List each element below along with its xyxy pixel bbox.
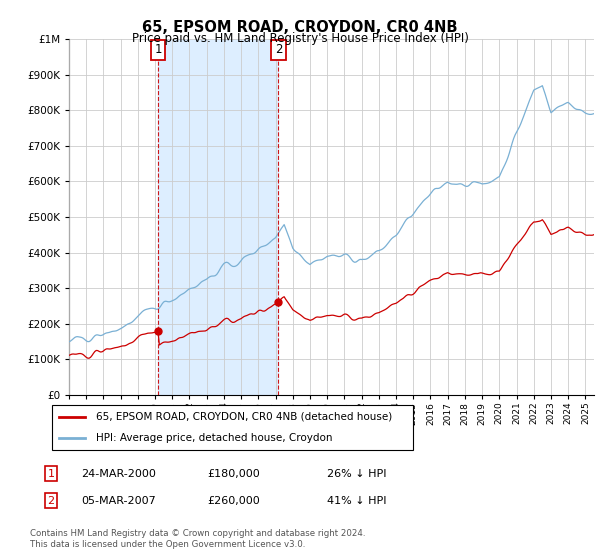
Text: Price paid vs. HM Land Registry's House Price Index (HPI): Price paid vs. HM Land Registry's House … [131,32,469,45]
Text: 2: 2 [47,496,55,506]
Text: £180,000: £180,000 [207,469,260,479]
FancyBboxPatch shape [52,405,413,450]
Text: 1: 1 [47,469,55,479]
Text: 65, EPSOM ROAD, CROYDON, CR0 4NB: 65, EPSOM ROAD, CROYDON, CR0 4NB [142,20,458,35]
Text: 05-MAR-2007: 05-MAR-2007 [81,496,156,506]
Text: 24-MAR-2000: 24-MAR-2000 [81,469,156,479]
Text: 26% ↓ HPI: 26% ↓ HPI [327,469,386,479]
Text: 1: 1 [155,43,162,57]
Text: Contains HM Land Registry data © Crown copyright and database right 2024.
This d: Contains HM Land Registry data © Crown c… [30,529,365,549]
Text: £260,000: £260,000 [207,496,260,506]
Bar [158,39,278,395]
Text: HPI: Average price, detached house, Croydon: HPI: Average price, detached house, Croy… [97,433,333,443]
Text: 65, EPSOM ROAD, CROYDON, CR0 4NB (detached house): 65, EPSOM ROAD, CROYDON, CR0 4NB (detach… [97,412,392,422]
Text: 41% ↓ HPI: 41% ↓ HPI [327,496,386,506]
Text: 2: 2 [275,43,282,57]
